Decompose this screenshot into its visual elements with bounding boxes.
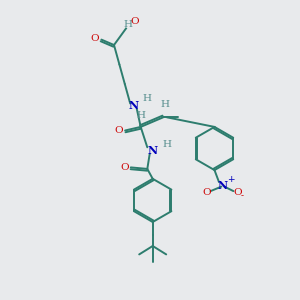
Text: O: O [233,188,242,197]
Text: -: - [241,191,244,200]
Text: H: H [137,111,146,120]
Text: H: H [160,100,169,109]
Text: +: + [227,176,234,184]
Text: O: O [91,34,99,43]
Text: N: N [148,145,158,156]
Text: H: H [123,20,132,29]
Text: O: O [130,16,139,26]
Text: O: O [202,188,211,197]
Text: H: H [162,140,171,149]
Text: H: H [142,94,151,103]
Text: N: N [218,180,228,190]
Text: O: O [114,126,123,135]
Text: O: O [120,163,128,172]
Text: N: N [129,100,139,111]
